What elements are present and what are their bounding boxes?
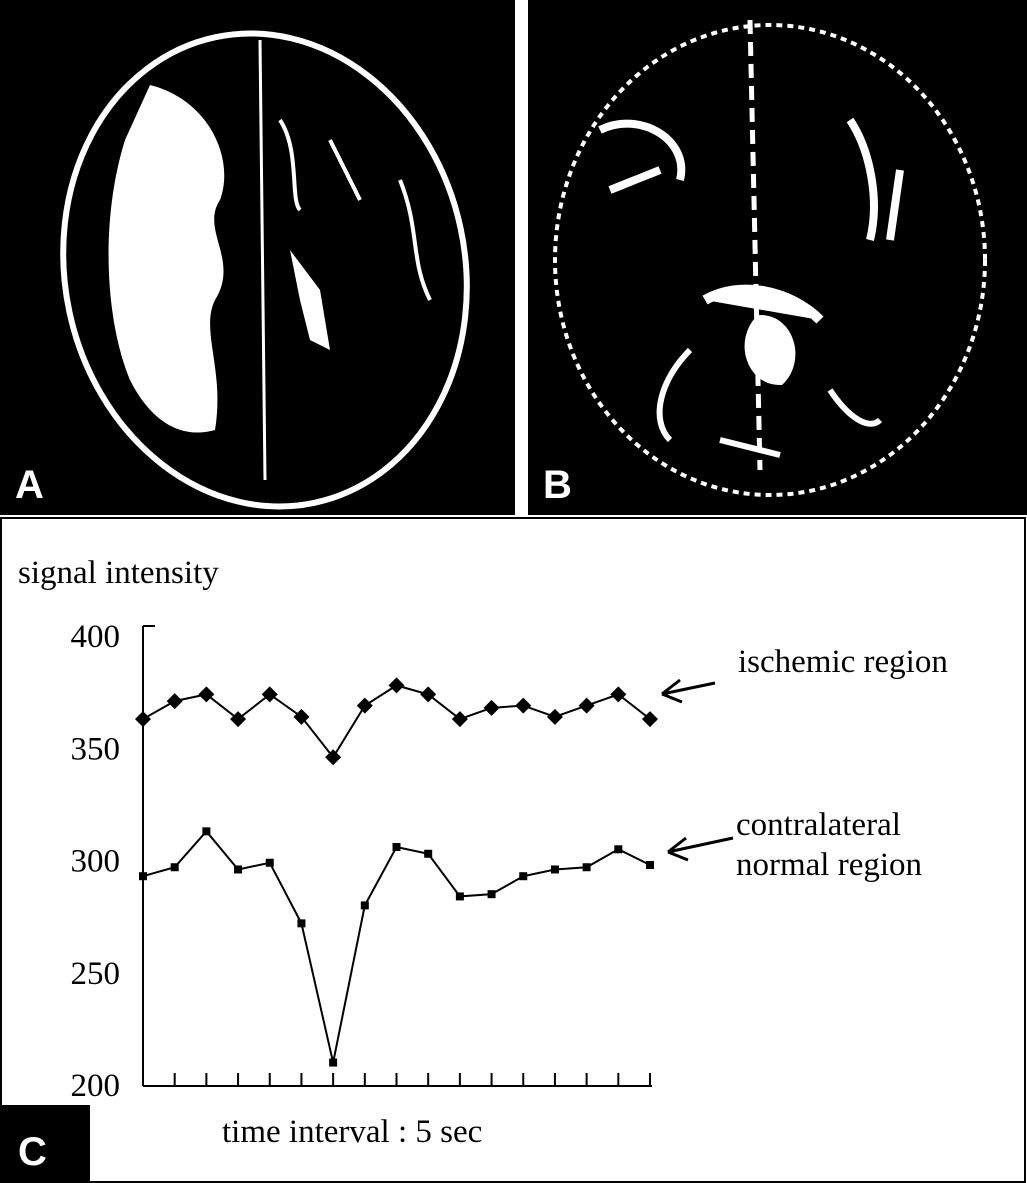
panel-a: A [0, 0, 515, 544]
panel-b: B [528, 0, 1027, 515]
y-axis-label: signal intensity [18, 555, 219, 591]
panel-label: A [15, 463, 44, 507]
series-label-line: normal region [736, 847, 922, 883]
figure: A B C signal intensity time interval : 5… [0, 0, 1027, 1183]
data-point [329, 1059, 337, 1067]
panel-label: B [543, 463, 572, 507]
y-tick-label: 350 [71, 731, 121, 767]
data-point [266, 859, 274, 867]
data-point [297, 919, 305, 927]
data-point [171, 863, 179, 871]
data-point [519, 872, 527, 880]
data-point [424, 850, 432, 858]
y-tick-label: 300 [71, 844, 121, 880]
series-label: ischemic region [738, 644, 948, 680]
data-point [393, 843, 401, 851]
data-point [583, 863, 591, 871]
panel-b-background [528, 0, 1027, 515]
data-point [646, 861, 654, 869]
data-point [361, 901, 369, 909]
data-point [551, 865, 559, 873]
data-point [139, 872, 147, 880]
panel-a-background [0, 0, 515, 515]
data-point [202, 827, 210, 835]
panel-label: C [18, 1130, 47, 1174]
data-point [456, 892, 464, 900]
data-point [234, 865, 242, 873]
data-point [488, 890, 496, 898]
series-label-line: contralateral [736, 807, 901, 843]
y-tick-label: 200 [71, 1068, 121, 1104]
data-point [614, 845, 622, 853]
y-tick-label: 250 [71, 956, 121, 992]
x-axis-label: time interval : 5 sec [222, 1114, 482, 1150]
y-tick-label: 400 [71, 619, 121, 655]
